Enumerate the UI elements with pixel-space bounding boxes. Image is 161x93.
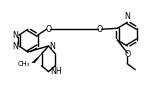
Text: O: O (124, 50, 130, 59)
Text: O: O (45, 25, 52, 34)
Text: N: N (49, 41, 55, 50)
Text: N: N (12, 41, 18, 50)
Text: NH: NH (50, 67, 62, 76)
Text: O: O (97, 25, 103, 34)
Polygon shape (32, 54, 42, 63)
Text: N: N (124, 12, 130, 21)
Text: N: N (12, 31, 18, 40)
Text: CH₃: CH₃ (17, 61, 30, 67)
